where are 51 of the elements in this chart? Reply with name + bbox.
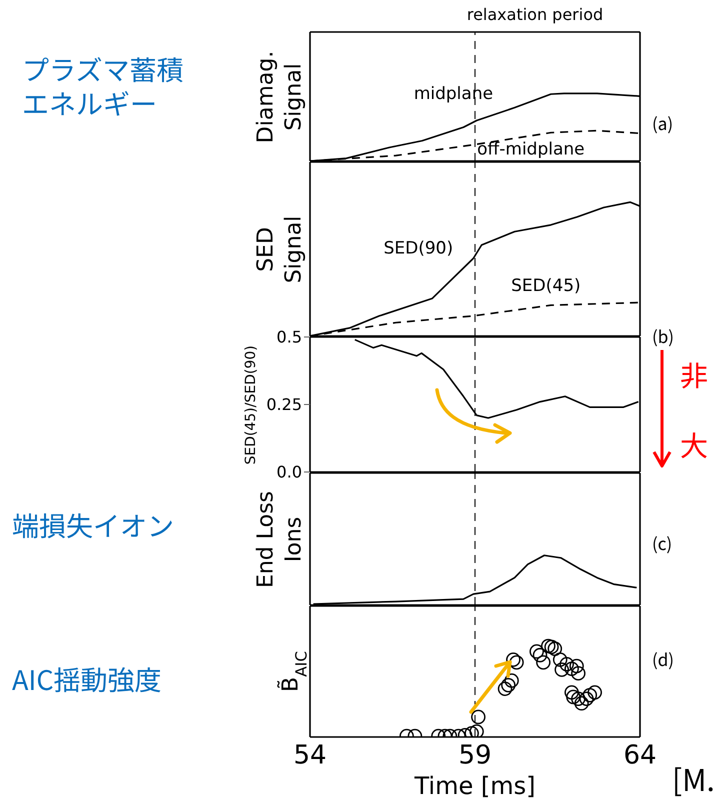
point [569,658,584,674]
point [579,692,594,706]
point [498,682,512,696]
point [571,692,586,706]
text: (c) [652,530,674,555]
point [564,685,579,700]
point [509,655,524,670]
point [588,685,602,700]
point [554,662,569,677]
y-axis-title: SED(45)/SED(90) [242,345,259,465]
point [532,648,548,662]
y-tick-label: 0.5 [276,328,302,347]
text: (a) [652,110,674,135]
y-axis-title: End Loss Ions [254,490,307,588]
point [544,640,559,654]
text: 大 [680,425,710,465]
point [564,662,579,676]
text: 端損失イオン [12,505,175,544]
series-label: SED(45) [511,276,581,296]
y-axis-title: Diamag. Signal [254,50,307,144]
point [469,724,484,737]
point [506,652,520,667]
x-tick-label: 54 [293,740,327,770]
x-tick-label: 64 [623,740,657,770]
text: (b) [652,323,675,348]
y-tick-label: 0.25 [266,395,302,414]
text: AIC揺動強度 [12,659,163,698]
x-tick-label: 59 [458,740,492,770]
y-axis-title: SED Signal [254,216,307,284]
point [571,666,586,681]
point [574,696,589,711]
point [504,673,519,688]
text: プラズマ蓄積エネルギー [22,49,184,122]
point [548,642,562,656]
point [501,678,516,692]
text: [M. [672,756,716,798]
x-axis-title: Time [ms] [414,772,536,798]
y-tick-label: 0.0 [276,462,302,482]
series-label: SED(90) [384,238,454,258]
point [541,638,556,654]
point [552,652,568,667]
text: 非 [680,355,710,395]
series-label: off-midplane [477,140,585,160]
text: (d) [652,646,676,671]
point [582,688,598,702]
ref-line-label: relaxation period [466,5,604,24]
point [536,655,551,670]
point [560,657,574,672]
point [530,644,544,659]
point [566,690,581,704]
series-label: midplane [414,84,494,104]
